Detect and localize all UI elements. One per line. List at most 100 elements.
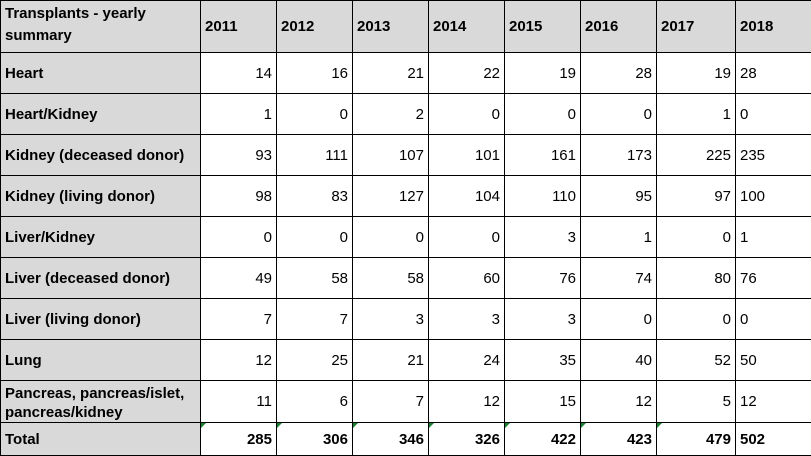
value-cell[interactable]: 12 bbox=[581, 381, 657, 423]
value-cell[interactable]: 95 bbox=[581, 176, 657, 217]
value-cell[interactable]: 19 bbox=[657, 53, 736, 94]
row-label[interactable]: Pancreas, pancreas/islet, pancreas/kidne… bbox=[1, 381, 201, 423]
year-header-2015[interactable]: 2015 bbox=[505, 1, 581, 53]
value-cell[interactable]: 0 bbox=[736, 299, 811, 340]
total-cell[interactable]: 422 bbox=[505, 423, 581, 456]
value-cell[interactable]: 50 bbox=[736, 340, 811, 381]
row-label[interactable]: Heart bbox=[1, 53, 201, 94]
value-cell[interactable]: 49 bbox=[201, 258, 277, 299]
value-cell[interactable]: 28 bbox=[581, 53, 657, 94]
row-label-total[interactable]: Total bbox=[1, 423, 201, 456]
value-cell[interactable]: 0 bbox=[353, 217, 429, 258]
value-cell[interactable]: 1 bbox=[581, 217, 657, 258]
value-cell[interactable]: 1 bbox=[657, 94, 736, 135]
value-cell[interactable]: 24 bbox=[429, 340, 505, 381]
value-cell[interactable]: 1 bbox=[201, 94, 277, 135]
value-cell[interactable]: 0 bbox=[736, 94, 811, 135]
value-cell[interactable]: 98 bbox=[201, 176, 277, 217]
value-cell[interactable]: 101 bbox=[429, 135, 505, 176]
value-cell[interactable]: 6 bbox=[277, 381, 353, 423]
value-cell[interactable]: 21 bbox=[353, 340, 429, 381]
value-cell[interactable]: 12 bbox=[429, 381, 505, 423]
value-cell[interactable]: 235 bbox=[736, 135, 811, 176]
value-cell[interactable]: 22 bbox=[429, 53, 505, 94]
value-cell[interactable]: 28 bbox=[736, 53, 811, 94]
row-label[interactable]: Heart/Kidney bbox=[1, 94, 201, 135]
value-cell[interactable]: 80 bbox=[657, 258, 736, 299]
value-cell[interactable]: 110 bbox=[505, 176, 581, 217]
value-cell[interactable]: 11 bbox=[201, 381, 277, 423]
value-cell[interactable]: 1 bbox=[736, 217, 811, 258]
value-cell[interactable]: 19 bbox=[505, 53, 581, 94]
value-cell[interactable]: 127 bbox=[353, 176, 429, 217]
value-cell[interactable]: 52 bbox=[657, 340, 736, 381]
row-label[interactable]: Liver (deceased donor) bbox=[1, 258, 201, 299]
value-cell[interactable]: 60 bbox=[429, 258, 505, 299]
value-cell[interactable]: 0 bbox=[505, 94, 581, 135]
total-cell[interactable]: 285 bbox=[201, 423, 277, 456]
value-cell[interactable]: 2 bbox=[353, 94, 429, 135]
value-cell[interactable]: 0 bbox=[429, 94, 505, 135]
value-cell[interactable]: 100 bbox=[736, 176, 811, 217]
value-cell[interactable]: 7 bbox=[277, 299, 353, 340]
value-cell[interactable]: 161 bbox=[505, 135, 581, 176]
total-cell[interactable]: 306 bbox=[277, 423, 353, 456]
value-cell[interactable]: 107 bbox=[353, 135, 429, 176]
value-cell[interactable]: 0 bbox=[201, 217, 277, 258]
value-cell[interactable]: 16 bbox=[277, 53, 353, 94]
value-cell[interactable]: 35 bbox=[505, 340, 581, 381]
value-cell[interactable]: 225 bbox=[657, 135, 736, 176]
value-cell[interactable]: 5 bbox=[657, 381, 736, 423]
value-cell[interactable]: 25 bbox=[277, 340, 353, 381]
row-label[interactable]: Lung bbox=[1, 340, 201, 381]
value-cell[interactable]: 21 bbox=[353, 53, 429, 94]
value-cell[interactable]: 3 bbox=[353, 299, 429, 340]
value-cell[interactable]: 0 bbox=[277, 94, 353, 135]
year-header-2018[interactable]: 2018 bbox=[736, 1, 811, 53]
corner-label-cell[interactable]: Transplants - yearly summary bbox=[1, 1, 201, 53]
value-cell[interactable]: 3 bbox=[429, 299, 505, 340]
total-cell[interactable]: 502 bbox=[736, 423, 811, 456]
total-cell[interactable]: 423 bbox=[581, 423, 657, 456]
row-label[interactable]: Liver/Kidney bbox=[1, 217, 201, 258]
value-cell[interactable]: 0 bbox=[581, 94, 657, 135]
value-cell[interactable]: 111 bbox=[277, 135, 353, 176]
value-cell[interactable]: 0 bbox=[657, 299, 736, 340]
value-cell[interactable]: 0 bbox=[657, 217, 736, 258]
total-cell[interactable]: 346 bbox=[353, 423, 429, 456]
value-cell[interactable]: 58 bbox=[277, 258, 353, 299]
value-cell[interactable]: 0 bbox=[429, 217, 505, 258]
value-cell[interactable]: 15 bbox=[505, 381, 581, 423]
value-cell[interactable]: 83 bbox=[277, 176, 353, 217]
value-cell[interactable]: 104 bbox=[429, 176, 505, 217]
row-label[interactable]: Kidney (deceased donor) bbox=[1, 135, 201, 176]
value-cell[interactable]: 93 bbox=[201, 135, 277, 176]
value-cell[interactable]: 3 bbox=[505, 299, 581, 340]
value-cell[interactable]: 74 bbox=[581, 258, 657, 299]
value-cell[interactable]: 76 bbox=[505, 258, 581, 299]
value-cell[interactable]: 12 bbox=[201, 340, 277, 381]
year-header-2016[interactable]: 2016 bbox=[581, 1, 657, 53]
value-cell[interactable]: 14 bbox=[201, 53, 277, 94]
total-cell[interactable]: 479 bbox=[657, 423, 736, 456]
value-cell[interactable]: 7 bbox=[201, 299, 277, 340]
value-cell[interactable]: 3 bbox=[505, 217, 581, 258]
row-label[interactable]: Kidney (living donor) bbox=[1, 176, 201, 217]
value-cell[interactable]: 7 bbox=[353, 381, 429, 423]
year-header-2014[interactable]: 2014 bbox=[429, 1, 505, 53]
value-cell[interactable]: 12 bbox=[736, 381, 811, 423]
row-label[interactable]: Liver (living donor) bbox=[1, 299, 201, 340]
year-header-2012[interactable]: 2012 bbox=[277, 1, 353, 53]
value-cell[interactable]: 173 bbox=[581, 135, 657, 176]
total-cell[interactable]: 326 bbox=[429, 423, 505, 456]
value-cell[interactable]: 0 bbox=[277, 217, 353, 258]
value-cell[interactable]: 0 bbox=[581, 299, 657, 340]
value-cell[interactable]: 58 bbox=[353, 258, 429, 299]
year-header-2013[interactable]: 2013 bbox=[353, 1, 429, 53]
year-header-2017[interactable]: 2017 bbox=[657, 1, 736, 53]
year-header-2011[interactable]: 2011 bbox=[201, 1, 277, 53]
value-cell[interactable]: 40 bbox=[581, 340, 657, 381]
value-cell[interactable]: 76 bbox=[736, 258, 811, 299]
value-cell[interactable]: 97 bbox=[657, 176, 736, 217]
